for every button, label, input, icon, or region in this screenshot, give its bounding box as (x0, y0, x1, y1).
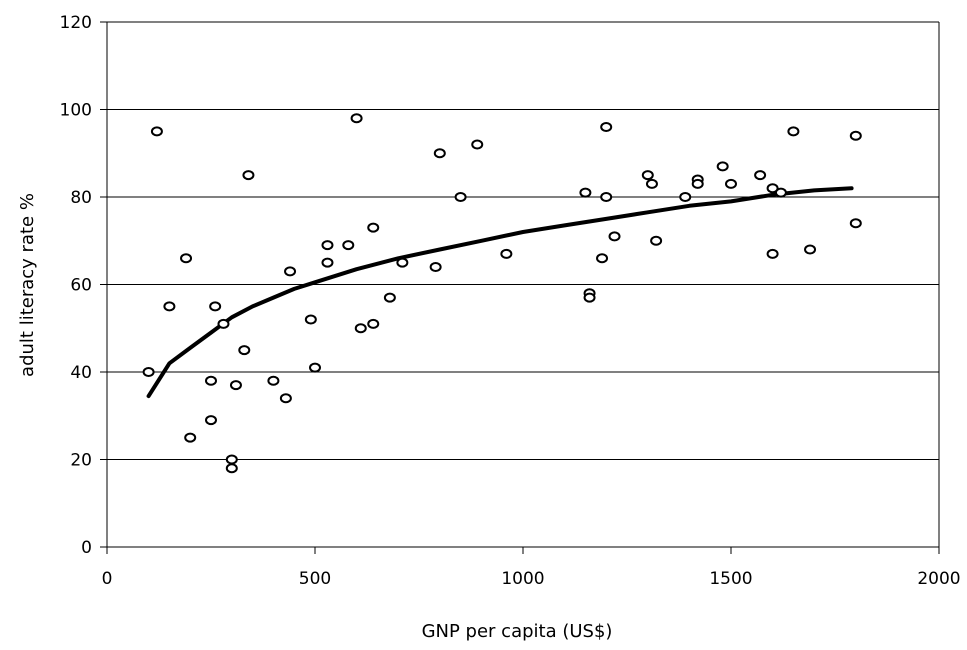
data-point (225, 454, 238, 465)
y-axis-title: adult literacy rate % (17, 193, 38, 377)
data-point (429, 262, 442, 272)
y-tick-label: 120 (60, 13, 92, 33)
axes (100, 21, 940, 554)
data-point (242, 170, 255, 181)
data-point (209, 301, 222, 312)
data-point (679, 192, 692, 202)
data-point (304, 314, 317, 325)
data-point (804, 244, 817, 255)
trend-line (146, 186, 854, 399)
data-point (225, 463, 238, 474)
data-point (774, 187, 787, 198)
data-point (267, 375, 280, 386)
data-point (354, 323, 367, 334)
data-point (608, 231, 621, 242)
data-point (754, 170, 767, 181)
data-point (725, 178, 737, 189)
data-point (217, 318, 230, 329)
data-point (229, 380, 242, 391)
data-point (766, 248, 779, 259)
data-point (645, 178, 658, 189)
data-point (454, 192, 467, 202)
data-point (321, 240, 334, 251)
x-tick-label: 1000 (501, 569, 544, 589)
data-point (150, 126, 163, 137)
data-point (238, 345, 251, 356)
data-point (342, 240, 355, 251)
data-point (596, 253, 609, 264)
data-point (367, 222, 380, 233)
data-point (350, 113, 363, 124)
data-point (600, 122, 613, 132)
y-tick-label: 80 (70, 188, 92, 208)
data-point (433, 148, 446, 159)
data-point (471, 139, 484, 150)
data-point (500, 248, 513, 259)
data-point (849, 130, 862, 141)
data-point (650, 235, 663, 246)
data-point (205, 375, 217, 386)
data-point (716, 161, 729, 172)
y-tick-label: 20 (70, 451, 92, 471)
data-point (583, 292, 596, 303)
data-point (600, 192, 613, 202)
data-point (579, 187, 592, 198)
data-point (641, 170, 654, 181)
data-point (205, 415, 217, 426)
data-point (367, 318, 380, 329)
data-point (284, 266, 297, 277)
data-point (142, 367, 155, 377)
y-tick-label: 100 (60, 101, 92, 121)
x-tick-label: 2000 (917, 569, 960, 589)
x-tick-label: 500 (299, 569, 331, 589)
x-tick-label: 1500 (709, 569, 752, 589)
x-tick-label: 0 (102, 569, 113, 589)
gridlines (107, 21, 939, 460)
data-point (321, 257, 334, 268)
data-point (787, 126, 800, 137)
y-tick-label: 60 (70, 276, 92, 296)
trend-line-layer (146, 186, 854, 399)
data-point (309, 362, 321, 373)
data-point (184, 432, 197, 443)
y-tick-label: 40 (70, 363, 92, 383)
x-axis-title: GNP per capita (US$) (422, 621, 613, 642)
data-point (396, 257, 409, 268)
data-points (142, 113, 862, 474)
data-point (383, 292, 396, 303)
data-point (766, 183, 779, 194)
tick-labels: 0 20 40 60 80 100 120 0 500 1000 1500 2000 (60, 13, 961, 589)
data-point (691, 178, 704, 189)
data-point (180, 253, 193, 264)
data-point (163, 301, 176, 312)
y-tick-label: 0 (81, 538, 92, 558)
data-point (849, 218, 862, 229)
data-point (279, 393, 292, 404)
